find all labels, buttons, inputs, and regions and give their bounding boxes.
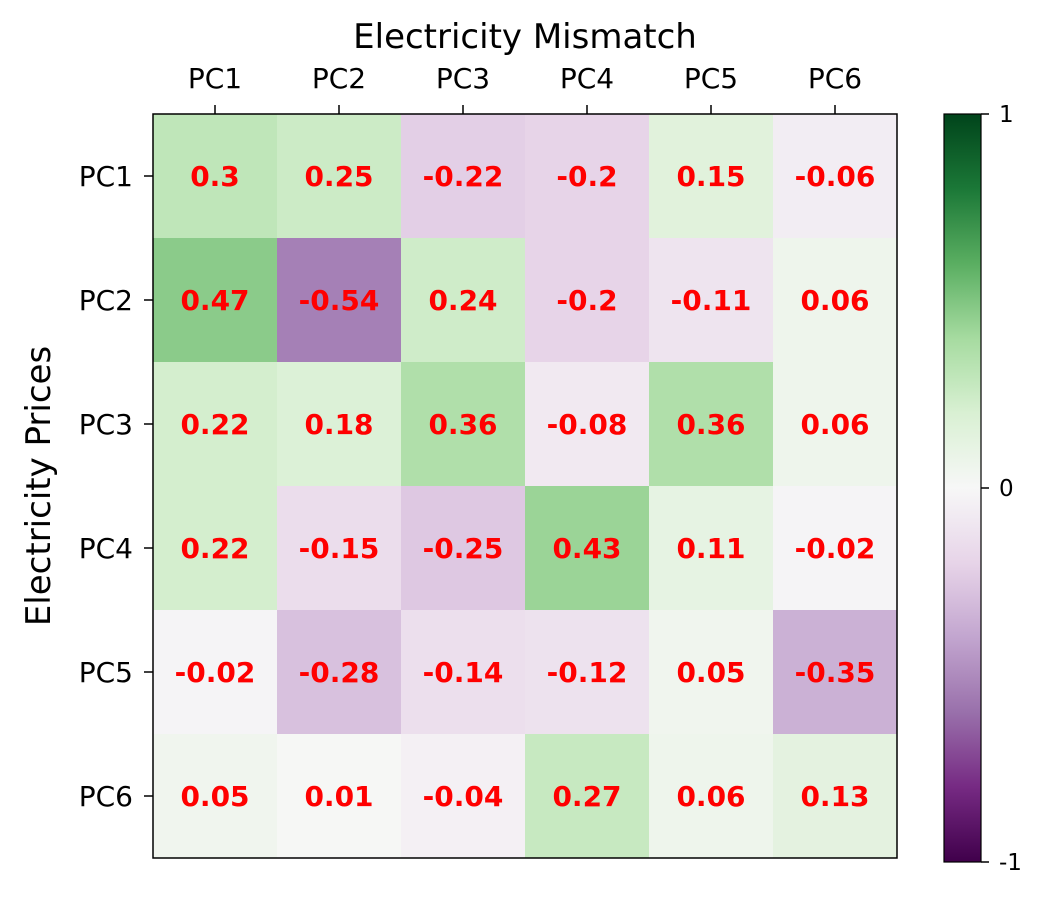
- heatmap-cell: [649, 610, 774, 735]
- heatmap-cell-value: 0.11: [676, 532, 745, 565]
- heatmap-cell: [401, 114, 526, 239]
- colorbar-tick-label: 0: [999, 476, 1014, 502]
- heatmap-cell-value: -0.35: [795, 656, 876, 689]
- heatmap-cell: [153, 114, 278, 239]
- y-tick-label: PC6: [79, 780, 133, 813]
- heatmap-cell-value: 0.13: [800, 780, 869, 813]
- heatmap-cell: [153, 610, 278, 735]
- heatmap-cell: [277, 734, 402, 859]
- heatmap-cell: [525, 610, 650, 735]
- y-tick-label: PC1: [79, 160, 133, 193]
- colorbar-gradient: [943, 113, 982, 863]
- y-tick-label: PC4: [79, 532, 133, 565]
- heatmap-cell-value: 0.05: [180, 780, 249, 813]
- heatmap-cell-value: 0.43: [552, 532, 621, 565]
- colorbar-tick-label: 1: [999, 102, 1014, 128]
- heatmap-cell-value: -0.2: [556, 284, 617, 317]
- heatmap-cell: [773, 734, 898, 859]
- heatmap-cell: [401, 486, 526, 611]
- heatmap-cell-value: -0.08: [547, 408, 628, 441]
- heatmap-cell: [773, 114, 898, 239]
- heatmap-cell-value: -0.28: [299, 656, 380, 689]
- heatmap-cell: [277, 610, 402, 735]
- x-tick-label: PC3: [436, 62, 490, 95]
- heatmap-cell-value: -0.14: [423, 656, 504, 689]
- heatmap-cell: [525, 362, 650, 487]
- x-tick-label: PC5: [684, 62, 738, 95]
- heatmap-cell-value: -0.25: [423, 532, 504, 565]
- heatmap-cell-value: 0.27: [552, 780, 621, 813]
- y-tick-label: PC5: [79, 656, 133, 689]
- x-tick-label: PC1: [188, 62, 242, 95]
- heatmap-cell-value: -0.02: [795, 532, 876, 565]
- heatmap-cell-value: -0.11: [671, 284, 752, 317]
- heatmap-cell-value: -0.06: [795, 160, 876, 193]
- heatmap-cell-value: 0.01: [304, 780, 373, 813]
- y-tick-label: PC3: [79, 408, 133, 441]
- heatmap-cell: [649, 238, 774, 363]
- plot-frame: [152, 113, 898, 859]
- heatmap-cell-value: 0.36: [676, 408, 745, 441]
- x-tick-label: PC6: [808, 62, 862, 95]
- heatmap-cell: [401, 362, 526, 487]
- heatmap-cells: [153, 114, 898, 859]
- heatmap-cell-value: 0.06: [800, 408, 869, 441]
- heatmap-cell: [401, 610, 526, 735]
- heatmap-cell-value: -0.15: [299, 532, 380, 565]
- heatmap-cell: [649, 114, 774, 239]
- heatmap-cell: [525, 734, 650, 859]
- heatmap-cell: [525, 238, 650, 363]
- heatmap-cell: [649, 362, 774, 487]
- colorbar-ticks: 1 0 -1: [981, 102, 1022, 876]
- heatmap-cell: [773, 486, 898, 611]
- colorbar-tick-label: -1: [999, 850, 1022, 876]
- heatmap-cell: [277, 238, 402, 363]
- heatmap-cell-value: -0.04: [423, 780, 504, 813]
- heatmap-cell-value: 0.06: [800, 284, 869, 317]
- heatmap-cell-value: 0.36: [428, 408, 497, 441]
- heatmap-cell-labels: 0.3 0.25 -0.22 -0.2 0.15 -0.06 0.47 -0.54 0.24 -0…: [175, 160, 876, 813]
- heatmap-cell: [773, 362, 898, 487]
- heatmap-cell-value: -0.54: [299, 284, 380, 317]
- y-axis-ticks: PC1 PC2 PC3 PC4 PC5 PC6: [79, 160, 153, 813]
- heatmap-cell-value: -0.02: [175, 656, 256, 689]
- y-axis-title: Electricity Prices: [19, 346, 59, 626]
- heatmap-cell: [153, 486, 278, 611]
- heatmap-cell-value: 0.24: [428, 284, 497, 317]
- heatmap-cell: [525, 114, 650, 239]
- heatmap-cell-value: -0.2: [556, 160, 617, 193]
- heatmap-cell-value: 0.06: [676, 780, 745, 813]
- colorbar: 1 0 -1: [943, 102, 1022, 876]
- heatmap-cell: [153, 734, 278, 859]
- heatmap-cell: [277, 362, 402, 487]
- heatmap-cell-value: 0.22: [180, 408, 249, 441]
- heatmap-cell: [277, 486, 402, 611]
- heatmap-cell: [525, 486, 650, 611]
- heatmap-cell: [649, 734, 774, 859]
- heatmap-cell-value: 0.47: [180, 284, 249, 317]
- heatmap-cell: [277, 114, 402, 239]
- x-tick-label: PC4: [560, 62, 614, 95]
- heatmap-cell-value: -0.12: [547, 656, 628, 689]
- x-axis-title: Electricity Mismatch: [353, 17, 697, 57]
- heatmap-cell: [401, 734, 526, 859]
- heatmap-cell-value: -0.22: [423, 160, 504, 193]
- heatmap-cell-value: 0.18: [304, 408, 373, 441]
- heatmap-cell: [649, 486, 774, 611]
- heatmap-cell: [153, 362, 278, 487]
- heatmap-cell: [401, 238, 526, 363]
- y-tick-label: PC2: [79, 284, 133, 317]
- heatmap-cell-value: 0.05: [676, 656, 745, 689]
- heatmap-cell-value: 0.15: [676, 160, 745, 193]
- heatmap-cell-value: 0.3: [190, 160, 240, 193]
- x-axis-ticks: PC1 PC2 PC3 PC4 PC5 PC6: [188, 62, 862, 114]
- heatmap-cell: [773, 238, 898, 363]
- heatmap-cell-value: 0.25: [304, 160, 373, 193]
- heatmap-cell: [773, 610, 898, 735]
- heatmap-cell: [153, 238, 278, 363]
- x-tick-label: PC2: [312, 62, 366, 95]
- heatmap-cell-value: 0.22: [180, 532, 249, 565]
